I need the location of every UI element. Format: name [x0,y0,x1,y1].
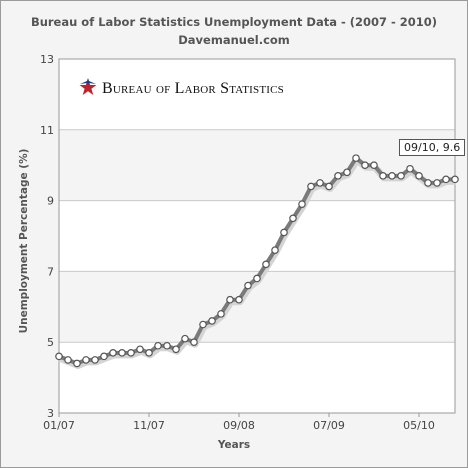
data-point-tooltip: 09/10, 9.6 [399,139,466,156]
data-point [415,172,423,180]
plot-band [59,59,455,130]
data-point [208,317,216,325]
x-tick-label: 05/10 [403,419,435,432]
data-point [352,154,360,162]
bls-logo: Bureau of Labor Statistics [77,77,284,101]
x-tick-label: 01/07 [43,419,75,432]
data-point [370,161,378,170]
data-point [55,352,63,361]
plot-bands [59,59,455,413]
plot-band [59,129,455,201]
data-point [397,172,405,180]
data-point [235,295,243,304]
y-tick-label: 13 [40,53,54,66]
data-point [136,345,144,354]
data-point [334,172,342,180]
plot-band [59,200,455,272]
data-points [55,154,459,368]
data-point [451,175,459,184]
data-point [343,168,351,177]
y-tick-label: 5 [47,336,54,349]
y-tick-labels: 3 5 7 9 11 13 [40,53,54,420]
data-point [181,334,189,343]
y-tick-label: 7 [47,265,54,278]
data-point [64,356,72,364]
data-point [217,310,225,318]
data-point [280,228,288,237]
data-point [127,349,135,357]
data-point [361,161,369,170]
data-point [307,182,315,191]
x-tick-label: 11/07 [133,419,165,432]
chart-subtitle: Davemanuel.com [178,33,290,47]
data-point [91,356,99,364]
data-point [289,214,297,223]
data-point [199,320,207,329]
bls-eagle-icon [77,77,99,101]
data-point [118,349,126,357]
data-point [325,182,333,191]
x-tick-label: 07/09 [313,419,345,432]
data-point [379,172,387,180]
data-point [388,172,396,180]
data-point [190,338,198,347]
x-axis-label: Years [217,439,251,451]
data-point [442,175,450,184]
bls-logo-text: Bureau of Labor Statistics [102,80,284,97]
y-axis-label: Unemployment Percentage (%) [18,148,30,334]
chart-title: Bureau of Labor Statistics Unemployment … [30,15,438,29]
data-point [253,274,261,283]
data-point [316,179,324,187]
data-point [244,281,252,290]
y-tick-label: 11 [40,124,54,137]
x-tick-label: 09/08 [223,419,255,432]
data-point [109,349,117,357]
data-point [226,295,234,304]
data-point [154,341,162,350]
data-point [145,349,153,357]
data-point [163,341,171,350]
data-point [172,345,180,354]
data-point [424,179,432,187]
y-tick-label: 9 [47,195,54,208]
x-tick-labels: 01/07 11/07 09/08 07/09 05/10 [43,413,435,432]
data-point [271,246,279,254]
plot-border [58,58,456,414]
data-point [73,359,81,368]
data-point [262,260,270,269]
data-point [298,200,306,208]
data-point [82,356,90,364]
y-tick-label: 3 [47,407,54,420]
data-point [433,179,441,187]
data-point [406,164,414,173]
data-point [100,352,108,361]
